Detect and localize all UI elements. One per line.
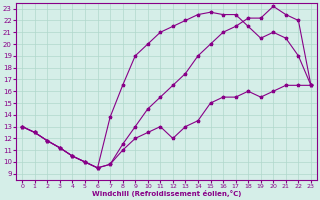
X-axis label: Windchill (Refroidissement éolien,°C): Windchill (Refroidissement éolien,°C) <box>92 190 241 197</box>
